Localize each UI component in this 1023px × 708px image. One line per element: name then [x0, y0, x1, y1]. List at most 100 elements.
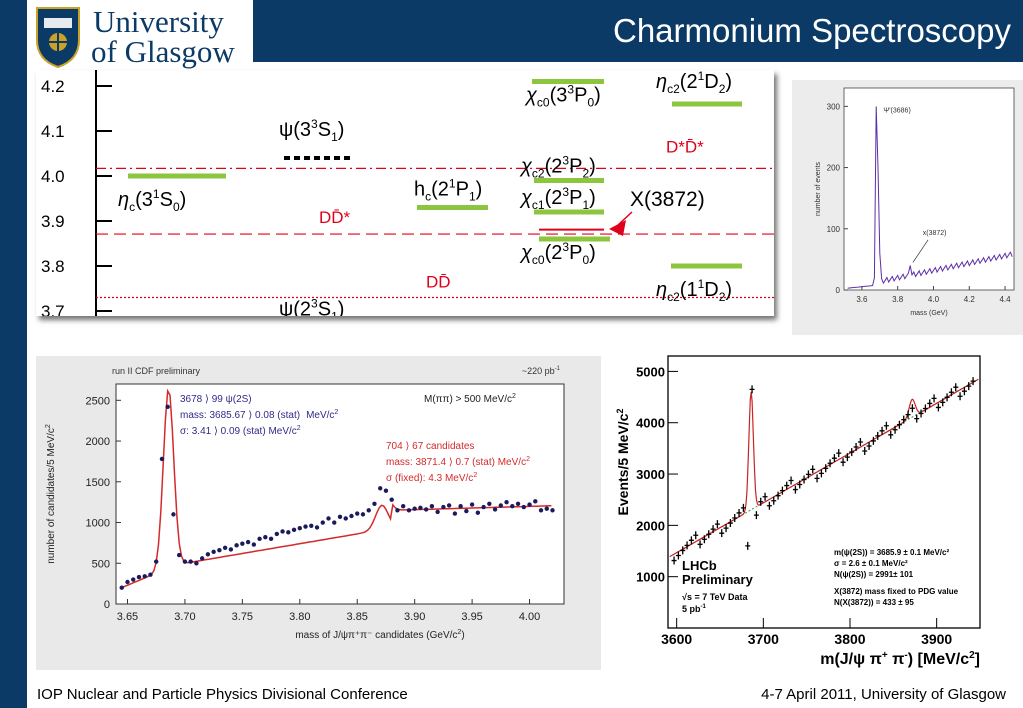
cdf-data-point — [320, 520, 325, 525]
small-x-tick-label: 3.8 — [892, 295, 904, 304]
lhcb-data-point — [909, 404, 915, 413]
cdf-data-point — [475, 510, 481, 515]
cdf-data-point — [274, 531, 280, 537]
cdf-x-tick-label: 3.90 — [404, 611, 425, 623]
small-peak-label: Ψ'(3686) — [883, 107, 910, 114]
lhcb-fit-result: σ = 2.6 ± 0.1 MeV/c² — [834, 559, 908, 568]
cdf-data-point — [222, 545, 228, 550]
cdf-luminosity: ~220 pb-1 — [522, 366, 561, 376]
cdf-data-point — [217, 548, 222, 553]
lhcb-data-point — [948, 388, 954, 397]
university-crest-icon — [36, 7, 80, 69]
cdf-x-tick-label: 3.95 — [461, 611, 482, 623]
cdf-y-tick-label: 2500 — [86, 395, 110, 407]
cdf-data-point — [136, 574, 142, 580]
lhcb-data-point — [688, 536, 694, 545]
small-x-tick-label: 3.6 — [856, 295, 868, 304]
lhcb-data-point — [831, 454, 837, 463]
small-y-axis-label: number of events — [815, 161, 822, 216]
cdf-fit-curve — [121, 388, 552, 589]
cdf-data-point — [435, 509, 440, 515]
small-x3872-arrow-icon — [912, 239, 929, 263]
lhcb-data-point — [771, 496, 777, 505]
small-x-tick-label: 4.0 — [928, 295, 940, 304]
small-y-tick-label: 200 — [827, 164, 841, 173]
lhcb-data-point — [788, 476, 794, 485]
cdf-data-point — [176, 552, 182, 558]
cdf-data-point — [533, 499, 538, 504]
cdf-data-point — [251, 542, 257, 547]
level-label: ηc2(21D2) — [656, 70, 732, 96]
lhcb-data-point — [922, 404, 928, 413]
lhcb-data-point — [879, 426, 885, 435]
lhcb-data-point — [875, 431, 881, 440]
lhcb-data-point — [870, 436, 876, 445]
left-stripe — [0, 0, 27, 708]
cdf-x3872-annotation: mass: 3871.4 ⟩ 0.7 (stat) MeV/c2 — [386, 456, 530, 468]
lhcb-mass-plot: 3600 3700 3800 3900 1000 2000 3000 4000 5000 Even… — [616, 344, 988, 670]
threshold-label: DD̄* — [319, 208, 351, 227]
cdf-data-point — [125, 579, 130, 585]
cdf-data-point — [360, 512, 366, 517]
footer-conference: IOP Nuclear and Particle Physics Divisio… — [37, 686, 408, 703]
cdf-data-point — [458, 504, 463, 509]
level-axis-tick-label: 3.8 — [41, 257, 65, 276]
cdf-data-point — [544, 506, 549, 511]
lhcb-data-point — [927, 399, 933, 408]
cdf-data-point — [159, 456, 165, 462]
cdf-data-point — [297, 526, 302, 531]
lhcb-data-point — [935, 403, 941, 412]
lhcb-data-point — [714, 520, 720, 529]
level-label: χc1(23P1) — [519, 185, 596, 212]
lhcb-data-point — [805, 470, 811, 479]
lhcb-data-point — [723, 524, 729, 533]
small-y-tick-label: 0 — [836, 286, 841, 295]
lhcb-data-point — [857, 437, 863, 446]
lhcb-data-point — [749, 385, 755, 394]
logo-line-2: of Glasgow — [91, 34, 235, 69]
lhcb-data-point — [727, 519, 733, 528]
lhcb-data-point — [940, 398, 946, 407]
level-label: ψ(33S1) — [279, 117, 344, 144]
cdf-data-point — [280, 529, 285, 534]
lhcb-y-tick-label: 1000 — [636, 570, 665, 585]
cdf-data-point — [446, 503, 452, 508]
cdf-data-point — [326, 516, 331, 521]
lhcb-data-point — [797, 480, 803, 489]
lhcb-data-point — [853, 443, 859, 452]
cdf-data-point — [343, 516, 348, 521]
cdf-data-point — [550, 508, 555, 513]
lhcb-x-tick-label: 3600 — [661, 631, 692, 647]
cdf-data-point — [481, 504, 486, 510]
cdf-x-tick-label: 3.65 — [117, 611, 138, 623]
lhcb-data-point — [905, 410, 911, 419]
cdf-data-point — [268, 536, 274, 542]
lhcb-data-point — [719, 529, 725, 538]
lhcb-lumi-label: 5 pb-1 — [682, 604, 707, 614]
cdf-data-point — [492, 507, 498, 512]
lhcb-data-point — [766, 501, 772, 510]
lhcb-data-point — [680, 546, 686, 555]
lhcb-y-tick-label: 3000 — [636, 467, 665, 482]
level-axis-tick-label: 4.1 — [41, 122, 65, 141]
footer-date-venue: 4-7 April 2011, University of Glasgow — [761, 686, 1006, 703]
cdf-x3872-annotation: 704 ⟩ 67 candidates — [386, 441, 474, 452]
cdf-data-point — [131, 577, 136, 582]
cdf-data-point — [154, 559, 159, 564]
lhcb-plot-canvas: 3600 3700 3800 3900 1000 2000 3000 4000 5000 Even… — [616, 355, 981, 668]
cdf-x-tick-label: 3.80 — [289, 611, 310, 623]
logo-line-1: University — [93, 4, 224, 39]
cdf-data-point — [228, 547, 234, 552]
level-axis-tick-label: 3.7 — [41, 302, 65, 316]
level-label: ηc(31S0) — [118, 187, 186, 214]
lhcb-data-point — [901, 415, 907, 424]
x3872-arrow-line — [617, 211, 633, 226]
lhcb-data-point — [684, 541, 690, 550]
cdf-data-point — [337, 514, 343, 520]
charmonium-level-diagram: 4.2 4.1 4.0 3.9 3.8 3.7 D*D̄* DD̄* DD̄ ηc(31S0) ψ(… — [36, 70, 774, 316]
cdf-y-tick-label: 500 — [92, 558, 110, 570]
level-axis-tick-label: 4.0 — [41, 167, 65, 186]
lhcb-data-point — [740, 503, 746, 512]
level-label: χc0(23P0) — [519, 240, 596, 267]
cdf-data-point — [303, 524, 308, 529]
